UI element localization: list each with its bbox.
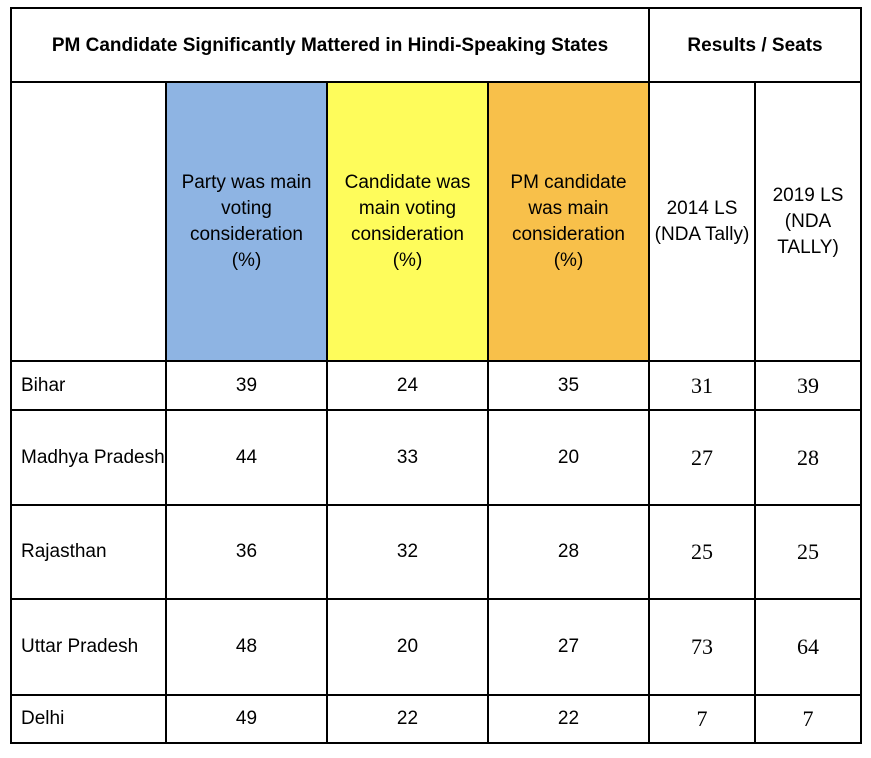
- pm-value: 22: [487, 694, 650, 744]
- state-name: Delhi: [10, 694, 167, 744]
- table-row: Delhi 49 22 22 7 7: [10, 694, 863, 744]
- party-value: 49: [165, 694, 328, 744]
- col-header-pm: PM candidate was main consideration (%): [487, 81, 650, 362]
- party-value: 48: [165, 598, 328, 696]
- results-title: Results / Seats: [647, 7, 863, 83]
- candidate-value: 20: [326, 598, 489, 696]
- header-row: Party was main voting consideration (%) …: [10, 81, 863, 362]
- pm-value: 35: [487, 360, 650, 411]
- party-value: 36: [165, 504, 328, 600]
- col-header-candidate: Candidate was main voting consideration …: [326, 81, 489, 362]
- seats-2014: 7: [648, 694, 756, 744]
- party-value: 44: [165, 409, 328, 506]
- state-header-empty: [10, 81, 167, 362]
- seats-2019: 7: [753, 694, 863, 744]
- candidate-value: 32: [326, 504, 489, 600]
- seats-2019: 64: [753, 598, 863, 696]
- party-value: 39: [165, 360, 328, 411]
- table-row: Madhya Pradesh 44 33 20 27 28: [10, 409, 863, 506]
- table-row: Rajasthan 36 32 28 25 25: [10, 504, 863, 600]
- state-name: Madhya Pradesh: [10, 409, 167, 506]
- candidate-value: 33: [326, 409, 489, 506]
- seats-2014: 73: [648, 598, 756, 696]
- pm-value: 28: [487, 504, 650, 600]
- col-header-2019: 2019 LS (NDA TALLY): [753, 81, 863, 362]
- candidate-value: 24: [326, 360, 489, 411]
- state-name: Bihar: [10, 360, 167, 411]
- seats-2019: 28: [753, 409, 863, 506]
- title-row: PM Candidate Significantly Mattered in H…: [10, 7, 863, 83]
- seats-2019: 25: [753, 504, 863, 600]
- table-title: PM Candidate Significantly Mattered in H…: [10, 7, 650, 83]
- seats-2014: 27: [648, 409, 756, 506]
- table-row: Bihar 39 24 35 31 39: [10, 360, 863, 411]
- candidate-value: 22: [326, 694, 489, 744]
- table-row: Uttar Pradesh 48 20 27 73 64: [10, 598, 863, 696]
- state-name: Uttar Pradesh: [10, 598, 167, 696]
- state-name: Rajasthan: [10, 504, 167, 600]
- col-header-party: Party was main voting consideration (%): [165, 81, 328, 362]
- seats-2014: 31: [648, 360, 756, 411]
- pm-candidate-table: PM Candidate Significantly Mattered in H…: [10, 7, 863, 744]
- col-header-2014: 2014 LS (NDA Tally): [648, 81, 756, 362]
- seats-2019: 39: [753, 360, 863, 411]
- pm-value: 27: [487, 598, 650, 696]
- seats-2014: 25: [648, 504, 756, 600]
- pm-value: 20: [487, 409, 650, 506]
